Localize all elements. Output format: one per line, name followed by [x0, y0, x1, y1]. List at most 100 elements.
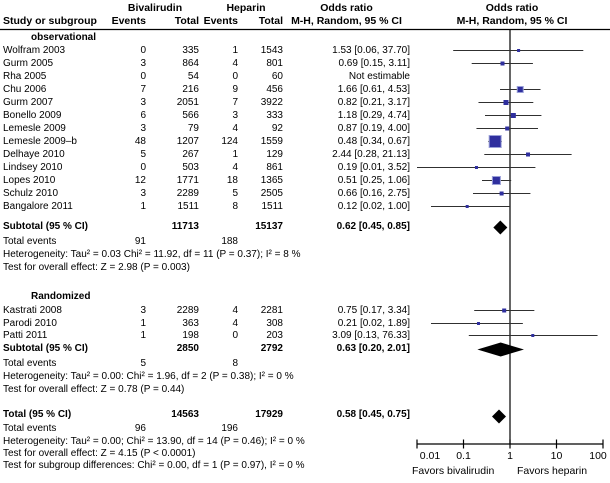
or-point-square	[502, 308, 507, 313]
study-name: Rha 2005	[3, 71, 47, 82]
hep-total-value: 3922	[260, 97, 283, 108]
total-events-biv: 91	[134, 236, 146, 247]
or-ci-text: 0.87 [0.19, 4.00]	[337, 123, 410, 134]
stat-footnote: Heterogeneity: Tau² = 0.03 Chi² = 11.92,…	[3, 249, 301, 260]
biv-events-value: 12	[134, 175, 146, 186]
subtotal-diamond	[477, 342, 524, 357]
or-point-square	[465, 205, 469, 208]
total-events-label: Total events	[3, 236, 57, 247]
hep-events-value: 4	[232, 58, 238, 69]
hep-events-value: 4	[232, 162, 238, 173]
hep-total-value: 1559	[260, 136, 283, 147]
stat-footnote: Test for overall effect: Z = 4.15 (P < 0…	[3, 448, 196, 459]
biv-events-value: 5	[140, 149, 146, 160]
biv-events-value: 3	[140, 305, 146, 316]
study-name: Schulz 2010	[3, 188, 59, 199]
biv-events-value: 3	[140, 188, 146, 199]
or-ci-text: 3.09 [0.13, 76.33]	[332, 330, 410, 341]
biv-total-value: 2051	[176, 97, 199, 108]
or-ci-text: 0.66 [0.16, 2.75]	[337, 188, 410, 199]
study-name: Lopes 2010	[3, 175, 56, 186]
hep-total-value: 129	[266, 149, 283, 160]
subtotal-biv-total: 2850	[176, 343, 199, 354]
subtotal-label: Subtotal (95 % CI)	[3, 343, 89, 354]
x-axis-tick-label: 1	[507, 450, 513, 462]
or-ci-text: 0.12 [0.02, 1.00]	[337, 201, 410, 212]
x-axis-tick-label: 0.01	[419, 450, 441, 462]
or-ci-text: 1.53 [0.06, 37.70]	[332, 45, 410, 56]
total-events-hep: 188	[221, 236, 238, 247]
or-point-square	[517, 49, 521, 52]
hep-events-value: 4	[232, 123, 238, 134]
biv-events-value: 0	[140, 162, 146, 173]
or-point-square	[526, 152, 531, 157]
hep-total-value: 203	[266, 330, 283, 341]
or-ci-text: 0.21 [0.02, 1.89]	[337, 318, 410, 329]
or-ci-text: 0.19 [0.01, 3.52]	[337, 162, 410, 173]
favors-right-label: Favors heparin	[517, 465, 588, 477]
total-events-hep: 196	[221, 423, 238, 434]
biv-events-value: 6	[140, 110, 146, 121]
or-point-square	[500, 61, 505, 66]
total-diamond	[491, 409, 506, 424]
hep-events-value: 0	[232, 71, 238, 82]
hep-events-value: 124	[221, 136, 238, 147]
hep-events-value: 7	[232, 97, 238, 108]
or-ci-text: 1.66 [0.61, 4.53]	[337, 84, 410, 95]
subtotal-biv-total: 11713	[171, 221, 199, 232]
or-ci-text: 0.75 [0.17, 3.34]	[337, 305, 410, 316]
stat-footnote: Test for subgroup differences: Chi² = 0.…	[3, 460, 305, 471]
hep-total-value: 1365	[260, 175, 283, 186]
group-label: Randomized	[31, 291, 91, 302]
or-ci-text: 0.69 [0.15, 3.11]	[338, 58, 410, 69]
subtotal-label: Subtotal (95 % CI)	[3, 221, 89, 232]
stat-footnote: Heterogeneity: Tau² = 0.00; Chi² = 13.90…	[3, 436, 305, 447]
hep-events-value: 0	[232, 330, 238, 341]
x-axis-tick-label: 10	[550, 450, 563, 462]
biv-events-value: 3	[140, 97, 146, 108]
biv-events-value: 7	[140, 84, 146, 95]
biv-events-value: 1	[140, 318, 146, 329]
or-point-square	[476, 322, 480, 325]
biv-events-value: 3	[140, 58, 146, 69]
stat-footnote: Heterogeneity: Tau² = 0.00: Chi² = 1.96,…	[3, 371, 294, 382]
study-name: Patti 2011	[3, 330, 48, 341]
biv-events-value: 1	[140, 201, 146, 212]
plot-header-odds-ratio: Odds ratio	[485, 2, 539, 14]
biv-events-value: 3	[140, 123, 146, 134]
biv-total-value: 335	[182, 45, 199, 56]
biv-total-value: 503	[182, 162, 199, 173]
biv-events-value: 1	[140, 330, 146, 341]
study-name: Bangalore 2011	[3, 201, 73, 212]
stat-footnote: Test for overall effect: Z = 2.98 (P = 0…	[3, 262, 190, 273]
total-events-label: Total events	[3, 423, 57, 434]
column-header-total-biv: Total	[174, 15, 199, 27]
column-header-ci-method: M-H, Random, 95 % CI	[291, 15, 402, 27]
hep-total-value: 1543	[260, 45, 283, 56]
x-axis-tick-label: 0.1	[456, 450, 471, 462]
or-point-square	[488, 135, 502, 148]
biv-total-value: 79	[187, 123, 199, 134]
biv-total-value: 363	[182, 318, 199, 329]
or-point-square	[516, 86, 524, 93]
column-header-events-hep: Events	[203, 15, 238, 27]
column-header-heparin: Heparin	[226, 2, 266, 14]
biv-total-value: 566	[182, 110, 199, 121]
biv-total-value: 54	[187, 71, 199, 82]
group-label: observational	[31, 32, 97, 43]
or-point-square	[531, 334, 535, 337]
total-label: Total (95 % CI)	[3, 409, 72, 420]
study-name: Lindsey 2010	[3, 162, 63, 173]
study-name: Gurm 2005	[3, 58, 54, 69]
hep-events-value: 1	[232, 149, 238, 160]
column-header-total-hep: Total	[258, 15, 283, 27]
subtotal-or-ci-text: 0.63 [0.20, 2.01]	[336, 343, 410, 354]
hep-events-value: 18	[226, 175, 238, 186]
or-ci-text: Not estimable	[348, 71, 410, 82]
hep-events-value: 5	[232, 188, 238, 199]
total-or-ci-text: 0.58 [0.45, 0.75]	[336, 409, 410, 420]
or-point-square	[510, 113, 516, 118]
biv-events-value: 0	[140, 45, 146, 56]
or-ci-text: 1.18 [0.29, 4.74]	[337, 110, 410, 121]
